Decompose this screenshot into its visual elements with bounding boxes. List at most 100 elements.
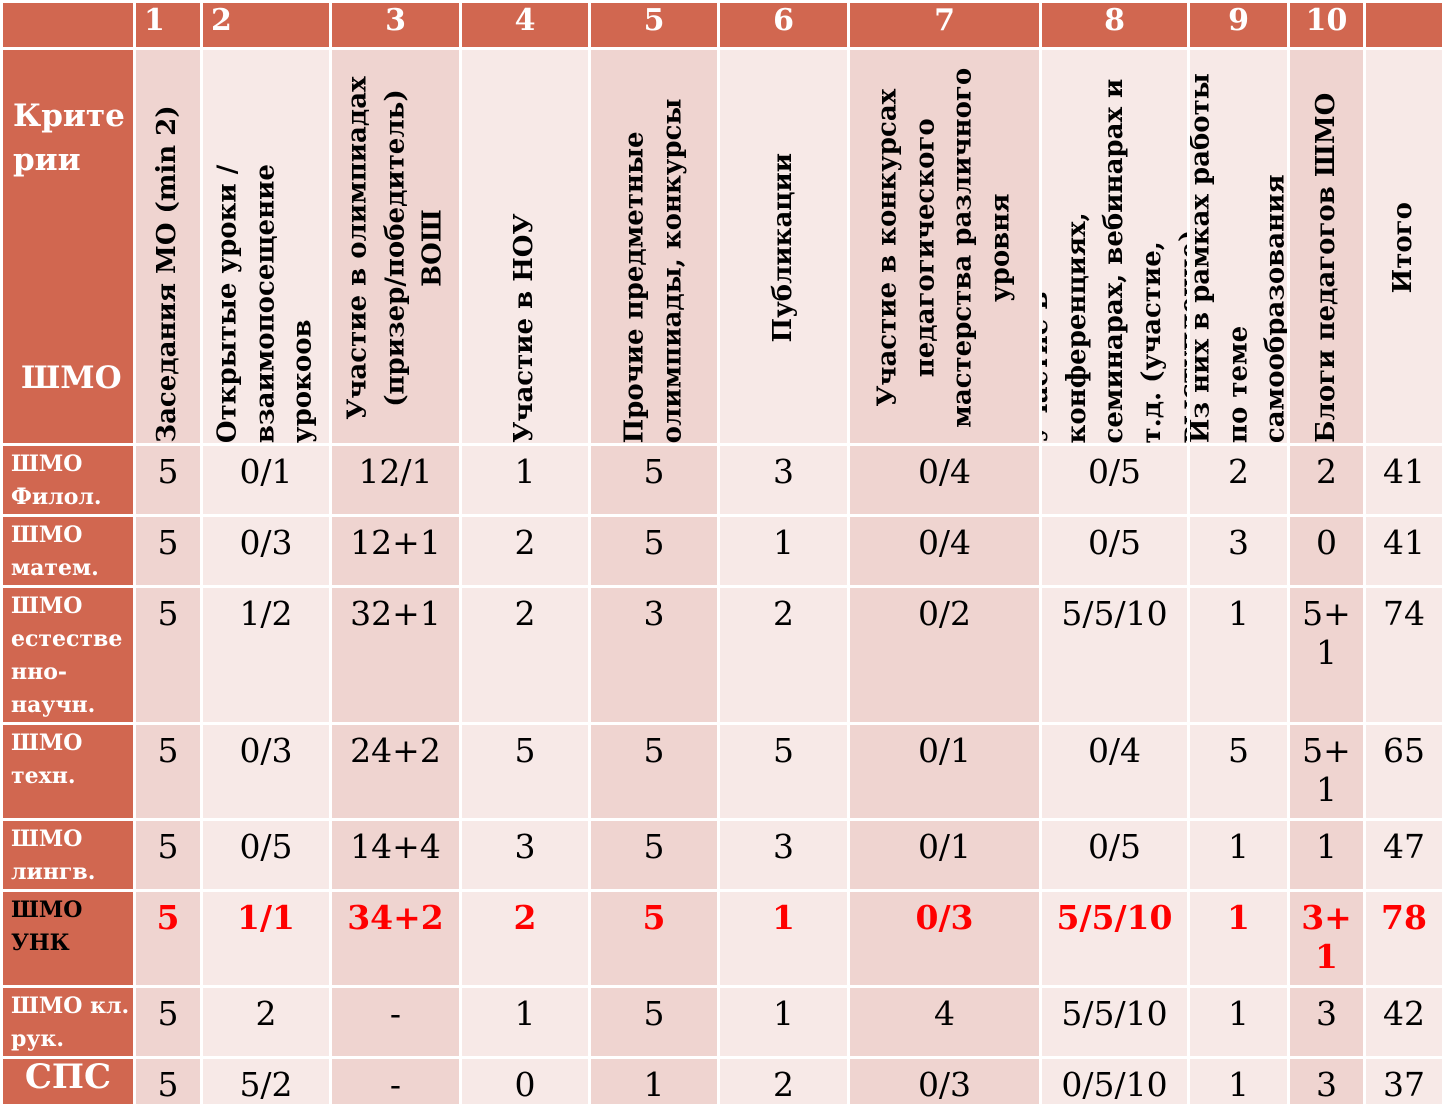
corner-header: Крите рии ШМО <box>2 49 135 445</box>
col-number: 1 <box>135 2 202 49</box>
table-cell: 1 <box>1189 587 1289 724</box>
table-cell: 0/2 <box>849 587 1041 724</box>
row-label: ШМО техн. <box>2 724 135 820</box>
table-cell: 42 <box>1365 987 1442 1058</box>
table-cell: 4 <box>849 987 1041 1058</box>
table-cell: 0/3 <box>849 1058 1041 1106</box>
table-row: ШМО матем. 5 0/3 12+1 2 5 1 0/4 0/5 3 0 … <box>2 516 1442 587</box>
table-cell: 2 <box>461 891 590 987</box>
table-cell: 5/5/10 <box>1041 587 1189 724</box>
column-header: Публикации <box>719 49 849 445</box>
table-cell: 0/5/10 <box>1041 1058 1189 1106</box>
column-header: Блоги педагогов ШМО <box>1289 49 1365 445</box>
table-row: ШМО кл. рук. 5 2 - 1 5 1 4 5/5/10 1 3 42 <box>2 987 1442 1058</box>
table-cell: 32+1 <box>331 587 461 724</box>
table-row: ШМО лингв. 5 0/5 14+4 3 5 3 0/1 0/5 1 1 … <box>2 820 1442 891</box>
table-cell: 0/1 <box>849 820 1041 891</box>
table-cell: 2 <box>1289 445 1365 516</box>
col-number: 9 <box>1189 2 1289 49</box>
table-cell: 5 <box>590 724 719 820</box>
column-header: Прочие предметные олимпиады, конкурсы <box>590 49 719 445</box>
table-cell: 41 <box>1365 445 1442 516</box>
table-cell: 34+2 <box>331 891 461 987</box>
table-cell: 0/4 <box>849 445 1041 516</box>
table-cell: 5 <box>590 445 719 516</box>
table-cell: 0/5 <box>1041 445 1189 516</box>
table-cell: 5/5/10 <box>1041 987 1189 1058</box>
shmo-label: ШМО <box>21 360 122 396</box>
table-cell: 1 <box>1189 1058 1289 1106</box>
table-cell: 5+ 1 <box>1289 724 1365 820</box>
table-cell: 65 <box>1365 724 1442 820</box>
table-cell: 1 <box>1189 891 1289 987</box>
table-cell: 2 <box>719 587 849 724</box>
column-header: Участие в НОУ <box>461 49 590 445</box>
table-cell: 1 <box>719 987 849 1058</box>
row-label: ШМО кл. рук. <box>2 987 135 1058</box>
col-number <box>1365 2 1442 49</box>
column-header: Участие в конкурсах педагогического маст… <box>849 49 1041 445</box>
col-number: 5 <box>590 2 719 49</box>
col-number: 8 <box>1041 2 1189 49</box>
table-cell: 0/5 <box>1041 820 1189 891</box>
table-cell: 1 <box>461 445 590 516</box>
table-cell: 5 <box>1189 724 1289 820</box>
table-cell: - <box>331 1058 461 1106</box>
table-cell: 5 <box>135 1058 202 1106</box>
table-cell: 0/3 <box>202 724 331 820</box>
col-number: 6 <box>719 2 849 49</box>
table-cell: 1 <box>590 1058 719 1106</box>
table-cell: 2 <box>202 987 331 1058</box>
row-label: ШМО лингв. <box>2 820 135 891</box>
table-cell: 5 <box>135 987 202 1058</box>
table-cell: 0 <box>1289 516 1365 587</box>
row-label: ШМО УНК <box>2 891 135 987</box>
column-header: Участие в олимпиадах (призер/победитель)… <box>331 49 461 445</box>
table-cell: 5+ 1 <box>1289 587 1365 724</box>
criteria-header-row: Крите рии ШМО Заседания МО (min 2) Откры… <box>2 49 1442 445</box>
table-cell: 0/5 <box>1041 516 1189 587</box>
table-cell: 2 <box>719 1058 849 1106</box>
table-cell: 24+2 <box>331 724 461 820</box>
column-header: Заседания МО (min 2) <box>135 49 202 445</box>
table-cell: 2 <box>1189 445 1289 516</box>
table-cell: 5 <box>135 516 202 587</box>
table-cell: 1 <box>461 987 590 1058</box>
corner-blank <box>2 2 135 49</box>
row-label: ШМО матем. <box>2 516 135 587</box>
table-cell: 37 <box>1365 1058 1442 1106</box>
table-cell: 3 <box>719 445 849 516</box>
table-cell: 2 <box>461 516 590 587</box>
table-cell: 5 <box>590 891 719 987</box>
table-cell: 78 <box>1365 891 1442 987</box>
table-cell: 1/1 <box>202 891 331 987</box>
table-cell: 3 <box>719 820 849 891</box>
table-row: СПС 5 5/2 - 0 1 2 0/3 0/5/10 1 3 37 <box>2 1058 1442 1106</box>
table-cell: 5 <box>135 820 202 891</box>
col-number: 3 <box>331 2 461 49</box>
table-cell: 0/4 <box>1041 724 1189 820</box>
column-number-row: 1 2 3 4 5 6 7 8 9 10 <box>2 2 1442 49</box>
table-cell: 12/1 <box>331 445 461 516</box>
table-cell: 5 <box>135 891 202 987</box>
row-label: ШМО естестве нно-научн. <box>2 587 135 724</box>
table-row: ШМО естестве нно-научн. 5 1/2 32+1 2 3 2… <box>2 587 1442 724</box>
table-cell: 5 <box>590 820 719 891</box>
table-cell: 0/3 <box>849 891 1041 987</box>
table-cell: 3 <box>590 587 719 724</box>
col-number: 4 <box>461 2 590 49</box>
column-header: Итого <box>1365 49 1442 445</box>
table-cell: 2 <box>461 587 590 724</box>
table-cell: 0 <box>461 1058 590 1106</box>
table-cell: 3 <box>1189 516 1289 587</box>
table-cell: 0/4 <box>849 516 1041 587</box>
table-cell: 14+4 <box>331 820 461 891</box>
table-cell: - <box>331 987 461 1058</box>
table-cell: 3+ 1 <box>1289 891 1365 987</box>
criteria-label: Крите рии <box>13 94 123 182</box>
table-cell: 0/3 <box>202 516 331 587</box>
table-cell: 5 <box>461 724 590 820</box>
col-number: 2 <box>202 2 331 49</box>
column-header: Из них в рамках работы по теме самообраз… <box>1189 49 1289 445</box>
